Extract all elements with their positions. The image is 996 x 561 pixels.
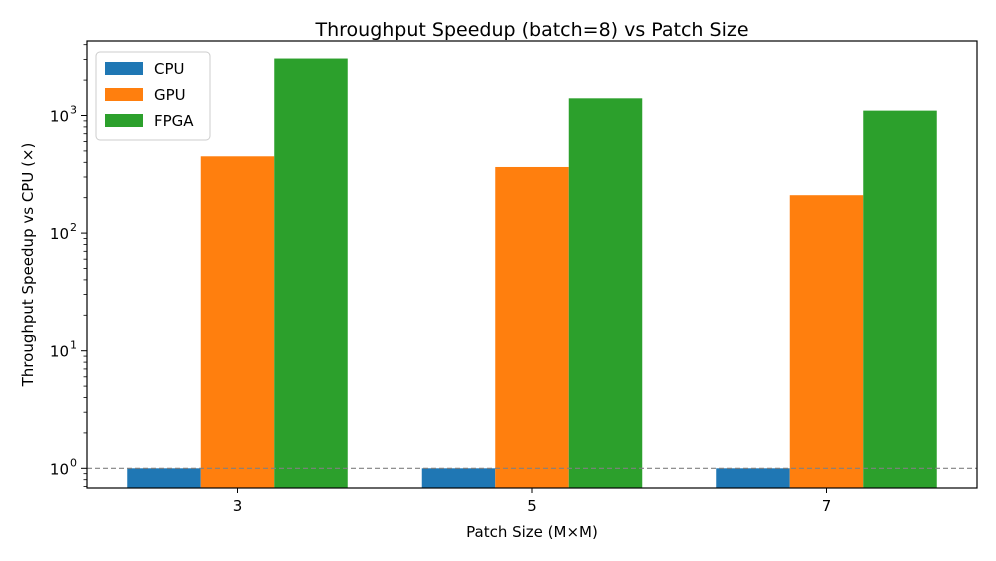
chart-title: Throughput Speedup (batch=8) vs Patch Si… <box>314 19 748 41</box>
x-axis-label: Patch Size (M×M) <box>466 523 598 541</box>
y-tick-label: 10 <box>50 343 69 361</box>
bar-gpu-5 <box>495 166 569 488</box>
x-tick-label: 3 <box>233 497 243 515</box>
bar-cpu-3 <box>127 468 201 488</box>
legend-label-cpu: CPU <box>154 60 185 78</box>
bars-layer <box>127 58 937 489</box>
legend-swatch-gpu <box>105 88 143 101</box>
legend-label-gpu: GPU <box>154 86 186 104</box>
bar-gpu-7 <box>789 195 864 488</box>
y-tick-exponent: 1 <box>70 339 77 352</box>
bar-gpu-3 <box>200 156 275 488</box>
y-tick-exponent: 0 <box>70 456 77 469</box>
y-tick-label: 10 <box>50 225 69 243</box>
bar-cpu-7 <box>716 468 790 488</box>
bar-fpga-7 <box>863 110 937 489</box>
bar-cpu-5 <box>421 468 496 488</box>
legend-swatch-fpga <box>105 114 143 127</box>
x-axis: 3 5 7 <box>233 488 832 515</box>
bar-fpga-3 <box>274 58 348 488</box>
bar-fpga-5 <box>568 98 643 489</box>
y-tick-exponent: 2 <box>70 221 77 234</box>
x-tick-label: 7 <box>822 497 832 515</box>
y-tick-label: 10 <box>50 460 69 478</box>
y-axis-label: Throughput Speedup vs CPU (×) <box>19 143 37 388</box>
legend-label-fpga: FPGA <box>154 112 194 130</box>
legend-swatch-cpu <box>105 62 143 75</box>
legend: CPU GPU FPGA <box>95 51 211 141</box>
y-tick-label: 10 <box>50 107 69 125</box>
x-tick-label: 5 <box>527 497 537 515</box>
y-tick-exponent: 3 <box>70 103 77 116</box>
